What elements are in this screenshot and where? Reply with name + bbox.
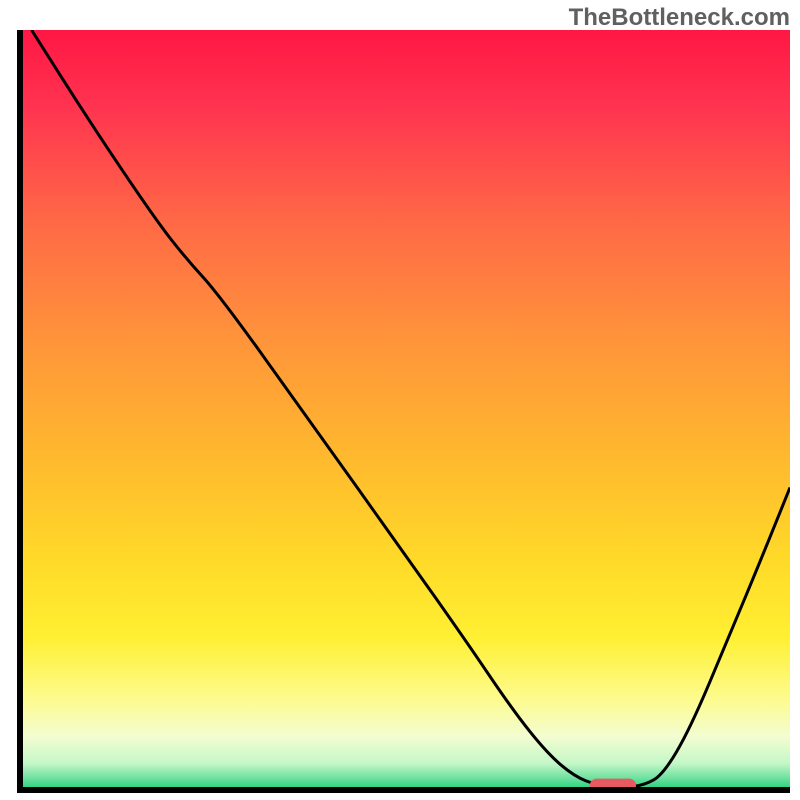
watermark-text: TheBottleneck.com: [569, 4, 790, 32]
bottleneck-chart: [0, 0, 800, 800]
chart-container: TheBottleneck.com: [0, 0, 800, 800]
gradient-background: [20, 30, 790, 790]
